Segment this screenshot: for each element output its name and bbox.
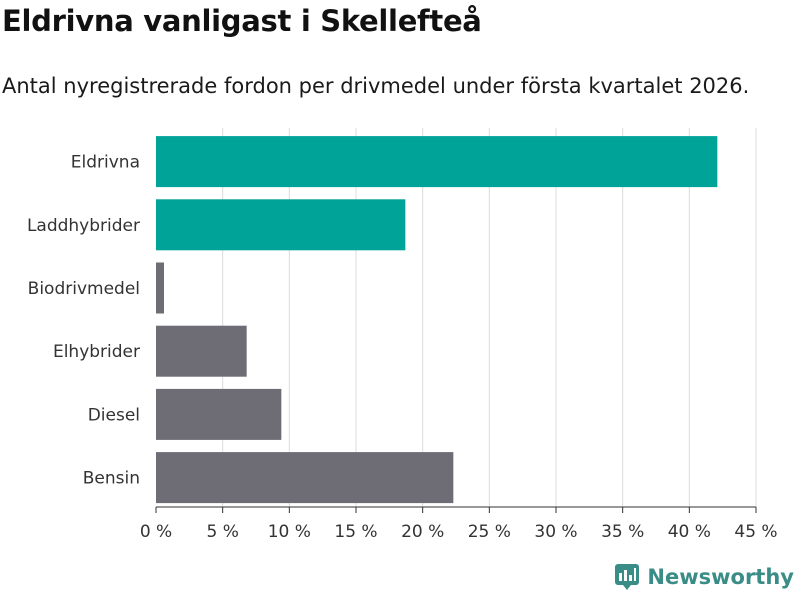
x-tick-label: 40 %: [668, 522, 711, 542]
brand-logo: Newsworthy: [614, 563, 794, 591]
x-tick-label: 35 %: [601, 522, 644, 542]
bar: [156, 136, 718, 188]
x-tick-label: 5 %: [206, 522, 238, 542]
x-tick-label: 15 %: [334, 522, 377, 542]
category-label: Diesel: [88, 405, 140, 425]
bar: [156, 199, 406, 251]
x-tick-label: 45 %: [734, 522, 777, 542]
bar: [156, 325, 247, 377]
category-label: Biodrivmedel: [28, 279, 140, 299]
x-tick-label: 20 %: [401, 522, 444, 542]
bar: [156, 452, 454, 504]
x-tick-label: 30 %: [534, 522, 577, 542]
brand-name: Newsworthy: [647, 565, 794, 589]
chart-subtitle: Antal nyregistrerade fordon per drivmede…: [2, 74, 750, 98]
x-tick-label: 25 %: [468, 522, 511, 542]
category-label: Laddhybrider: [27, 216, 140, 236]
bar: [156, 262, 164, 314]
chart-title: Eldrivna vanligast i Skellefteå: [2, 4, 482, 38]
newsworthy-logo-icon: [615, 564, 640, 590]
bar: [156, 388, 282, 440]
category-label: Elhybrider: [53, 342, 140, 362]
x-tick-label: 0 %: [140, 522, 172, 542]
x-tick-label: 10 %: [268, 522, 311, 542]
category-label: Eldrivna: [71, 153, 140, 173]
category-label: Bensin: [83, 469, 140, 489]
